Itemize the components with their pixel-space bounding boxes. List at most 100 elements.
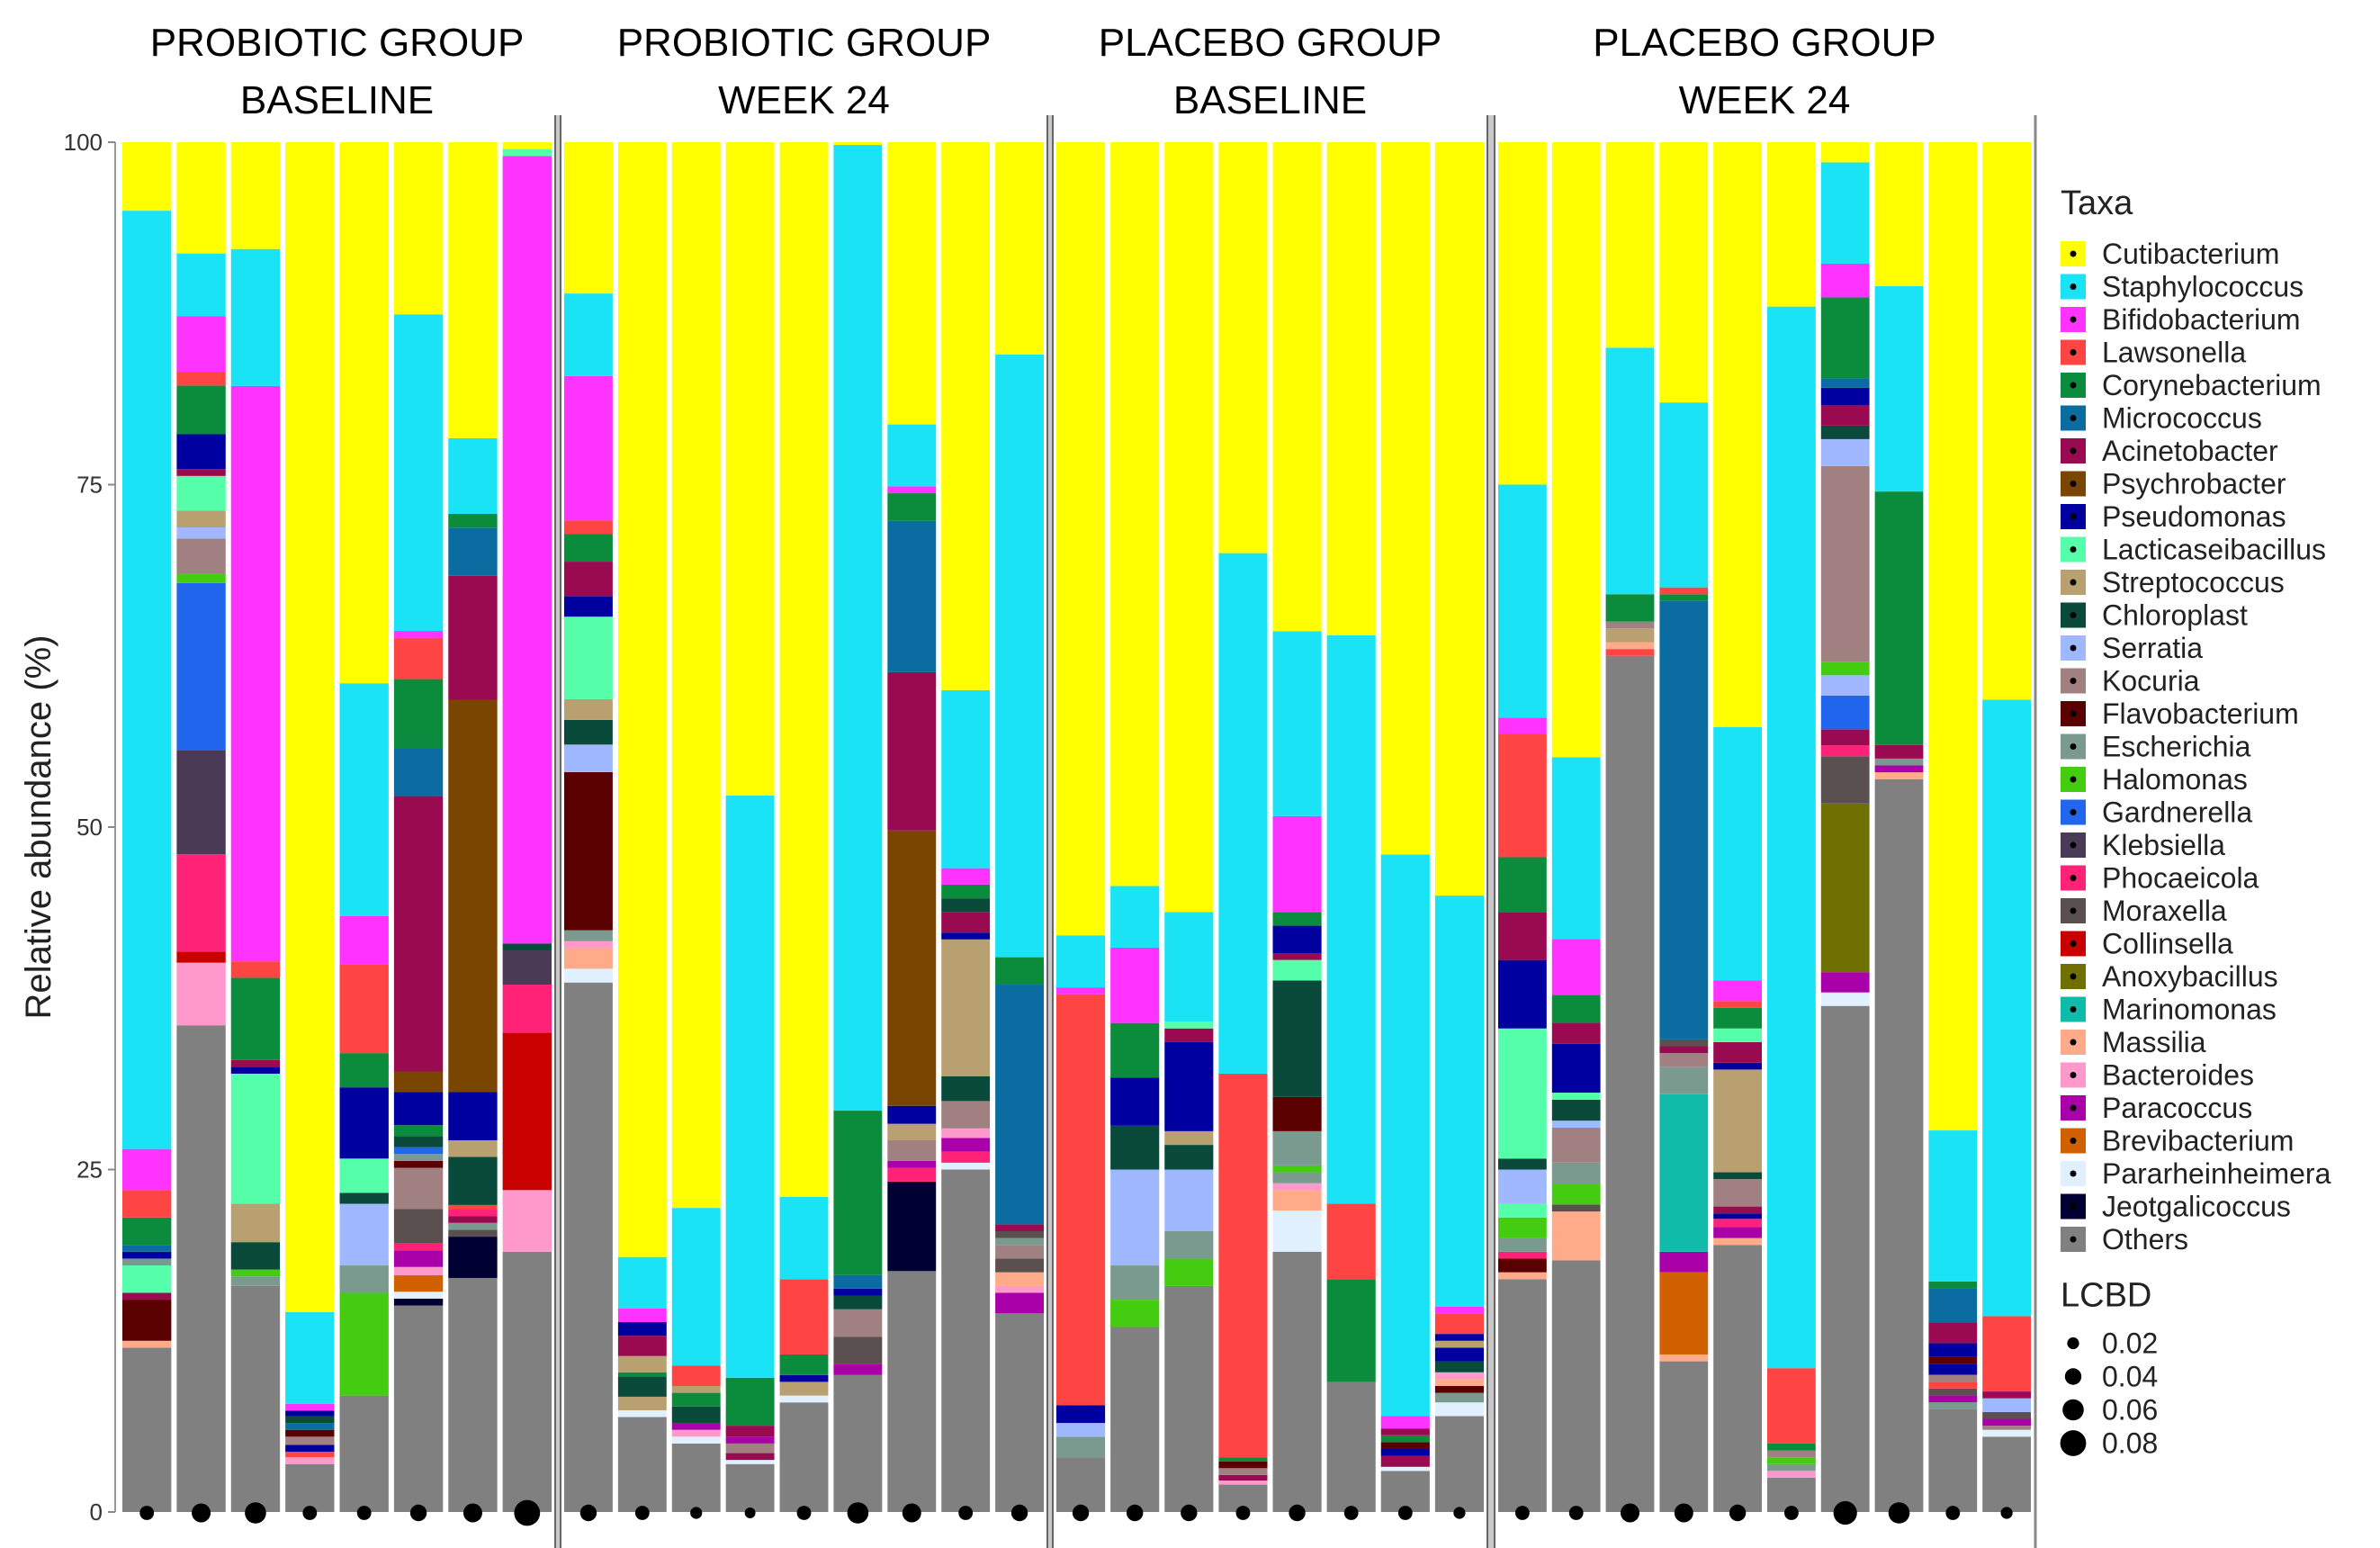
bar-segment-massilia [1498,1272,1547,1280]
bar-segment-corynebacterium [1928,1281,1978,1289]
bar-segment-cutibacterium [1326,142,1376,635]
bar-segment-bifidobacterium [1820,263,1870,298]
bar-segment-chloroplast [617,1376,667,1397]
bar-segment-pararheinheimera [779,1395,829,1403]
bar-segment-pseudomonas [1110,1077,1160,1126]
bar-segment-streptococcus [1713,1069,1762,1173]
bar-segment-serratia [1498,1169,1547,1204]
bar-segment-lacticaseibacillus [1498,1203,1547,1218]
bar-segment-acinetobacter [725,1426,775,1437]
bar-segment-chloroplast [1110,1125,1160,1170]
bar-segment-corynebacterium [995,957,1044,986]
bar-segment-kocuria [941,1101,991,1129]
bar-segment-cutibacterium [995,142,1044,355]
bar-segment-flavobacterium [564,771,613,931]
bar-segment-halomonas [230,1269,281,1277]
bar-segment-bifidobacterium [393,631,444,638]
bar-segment-staphylococcus [887,424,937,487]
bar-segment-cutibacterium [1659,142,1709,403]
bar-segment-paracoccus [887,1160,937,1168]
bar-segment-lacticaseibacillus [1164,1022,1214,1029]
bar-segment-corynebacterium [671,1392,721,1407]
bar-segment-escherichia [1928,1402,1978,1409]
legend-swatch-dot [2070,250,2077,257]
bar-segment-chloroplast [564,719,613,745]
bar-segment-micrococcus [833,1274,883,1289]
bar-segment-lawsonella [176,371,226,386]
bar-segment-bacteroides [941,1128,991,1138]
bar-segment-phocaeicola [393,1243,444,1251]
bar-segment-acinetobacter [1928,1322,1978,1344]
legend-label: Streptococcus [2102,566,2285,598]
bar-segment-chloroplast [1272,980,1322,1097]
bar-segment-halomonas [1820,662,1870,676]
legend-swatch-dot [2070,875,2077,881]
bar-segment-bacteroides [671,1429,721,1437]
bar-segment-kocuria [887,1139,937,1161]
lcbd-legend-label: 0.02 [2102,1328,2158,1360]
panel-title-line2: WEEK 24 [1679,78,1851,122]
bar-segment-others [833,1374,883,1512]
bar-segment-pseudomonas [285,1444,335,1453]
bar-segment-bifidobacterium [122,1148,172,1191]
bar-segment-pseudomonas [1928,1364,1978,1375]
bar-segment-serratia [1820,675,1870,696]
lcbd-dot [1126,1504,1144,1522]
legend-label: Bacteroides [2102,1059,2254,1092]
bar-segment-corynebacterium [941,884,991,899]
bar-segment-moraxella [1820,756,1870,804]
bar-segment-others [1713,1245,1762,1512]
bar-segment-others [725,1463,775,1512]
lcbd-dot [1515,1506,1530,1520]
bar-segment-corynebacterium [176,385,226,435]
bar-segment-phocaeicola [1498,1251,1547,1259]
bar-segment-streptococcus [1434,1340,1485,1348]
bar-segment-pseudomonas [941,932,991,940]
bar-segment-pseudomonas [887,1105,937,1124]
bar-segment-lacticaseibacillus [1551,1093,1601,1100]
bar-segment-micrococcus [285,1423,335,1430]
bar-segment-staphylococcus [617,1256,667,1309]
bar-segment-lacticaseibacillus [122,1265,172,1293]
bar-segment-corynebacterium [393,679,444,749]
bar-segment-cutibacterium [1272,142,1322,632]
bar-segment-acinetobacter [1713,1041,1762,1063]
bar-segment-others [230,1285,281,1512]
bar-segment-others [393,1305,444,1512]
bar-segment-pseudomonas [122,1251,172,1259]
bar-segment-massilia [122,1340,172,1348]
bar-segment-corynebacterium [1820,297,1870,379]
bar-segment-staphylococcus [833,145,883,1112]
lcbd-dot [409,1504,427,1522]
bar-segment-acinetobacter [230,1059,281,1067]
legend-label: Acinetobacter [2102,435,2278,467]
bar-segment-bacteroides [285,1457,335,1464]
bar-segment-cutibacterium [448,142,498,438]
bar-segment-pseudomonas [339,1087,389,1159]
bar-segment-moraxella [393,1209,444,1244]
legend-label: Pseudomonas [2102,500,2286,533]
bar-segment-pseudomonas [1713,1213,1762,1220]
bar-segment-micrococcus [1659,600,1709,1040]
legend-label: Anoxybacillus [2102,960,2278,993]
bar-segment-pararheinheimera [1820,992,1870,1006]
bar-segment-corynebacterium [1605,594,1655,622]
bar-segment-escherichia [1767,1463,1816,1472]
bar-segment-phocaeicola [448,1209,498,1217]
bar-segment-halomonas [1767,1457,1816,1464]
legend-label: Lacticaseibacillus [2102,534,2326,566]
legend-label: Chloroplast [2102,599,2248,632]
lcbd-dot [1888,1502,1910,1524]
bar-segment-kocuria [176,538,226,574]
bar-segment-flavobacterium [393,1160,444,1168]
bar-segment-lacticaseibacillus [1272,959,1322,981]
bar-segment-brevibacterium [1659,1272,1709,1354]
bar-segment-micrococcus [393,748,444,796]
bar-segment-pararheinheimera [564,968,613,983]
lcbd-legend-dot [2062,1399,2084,1421]
bar-segment-lawsonella [339,964,389,1054]
lcbd-legend-dot [2064,1368,2082,1385]
bar-segment-chloroplast [833,1295,883,1310]
bar-segment-micrococcus [1820,378,1870,388]
bar-segment-acinetobacter [1272,953,1322,960]
